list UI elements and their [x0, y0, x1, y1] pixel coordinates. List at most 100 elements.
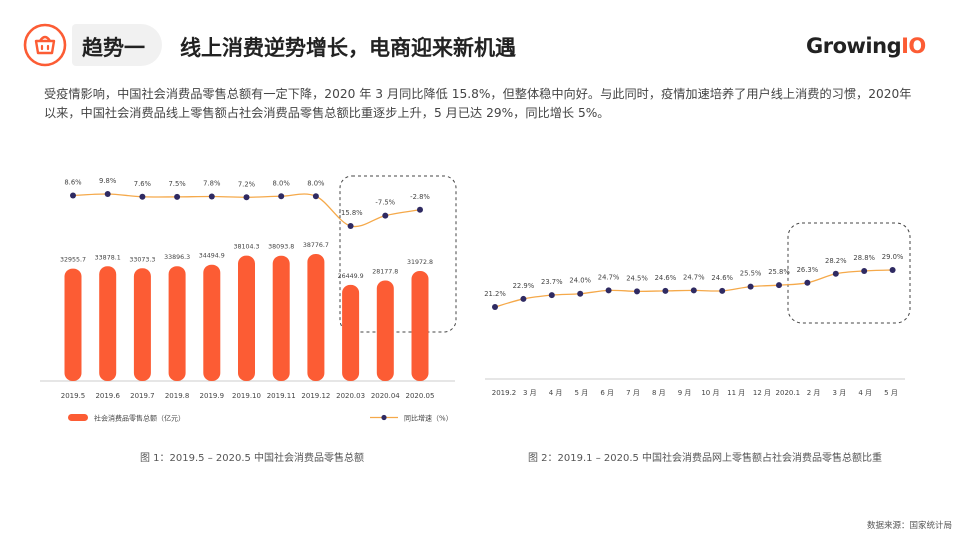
growth-label: 8.0% — [273, 179, 291, 187]
x-tick-label: 5 月 — [884, 389, 898, 397]
share-point — [605, 287, 612, 294]
shopping-basket-icon — [22, 22, 68, 68]
growth-point-2020.03 — [347, 223, 354, 229]
bar-2020.04 — [376, 280, 394, 381]
bar-2019.5 — [64, 268, 82, 381]
x-tick-label: 2019.10 — [232, 392, 261, 400]
share-label: 24.6% — [655, 274, 677, 282]
legend-bar-label: 社会消费品零售总额（亿元） — [94, 414, 185, 423]
bar-2019.7 — [133, 268, 151, 381]
logo-accent-text: IO — [901, 34, 926, 58]
x-tick-label: 2019.6 — [95, 392, 120, 400]
share-point — [634, 288, 640, 295]
share-label: 22.9% — [513, 282, 535, 290]
growth-point-2019.8 — [174, 193, 181, 200]
x-tick-label: 3 月 — [523, 389, 537, 397]
logo-text: Growing — [806, 34, 902, 58]
share-point — [548, 292, 555, 299]
x-tick-label: 2019.12 — [301, 392, 330, 400]
share-label: 28.8% — [853, 254, 875, 262]
growth-label: 7.5% — [168, 180, 186, 188]
chart1-caption: 图 1：2019.5 – 2020.5 中国社会消费品零售总额 — [140, 453, 365, 464]
growth-label: 7.8% — [203, 180, 221, 188]
share-label: 24.5% — [626, 274, 648, 282]
share-point — [662, 287, 669, 294]
growth-label: 7.6% — [134, 180, 152, 188]
x-tick-label: 6 月 — [600, 389, 614, 397]
share-label: 23.7% — [541, 278, 563, 286]
share-point — [690, 287, 697, 294]
share-point — [577, 290, 584, 297]
share-point — [861, 267, 868, 274]
chart1-highlight-box — [339, 175, 457, 333]
growth-point-2019.10 — [243, 194, 250, 201]
bar-value-label: 32955.7 — [60, 257, 86, 264]
x-tick-label: 12 月 — [753, 389, 771, 397]
share-label: 29.0% — [882, 253, 904, 261]
legend-line-marker — [381, 414, 387, 421]
x-tick-label: 8 月 — [652, 389, 666, 397]
share-label: 26.3% — [797, 266, 819, 274]
x-tick-label: 4 月 — [549, 389, 563, 397]
bar-value-label: 38093.8 — [268, 244, 294, 251]
growth-label: 7.2% — [238, 180, 256, 188]
growth-point-2019.11 — [278, 193, 285, 200]
growth-label: 8.0% — [307, 179, 325, 187]
bar-2019.10 — [238, 255, 255, 381]
bar-2019.8 — [168, 266, 186, 381]
bar-value-label: 26449.9 — [338, 273, 364, 280]
bar-2019.6 — [99, 266, 117, 381]
bar-value-label: 28177.8 — [372, 269, 398, 276]
intro-paragraph: 受疫情影响，中国社会消费品零售总额有一定下降，2020 年 3 月同比降低 15… — [44, 87, 912, 120]
share-point — [747, 283, 754, 290]
bar-value-label: 33896.3 — [164, 254, 190, 261]
growth-label: -2.8% — [410, 193, 430, 201]
bar-2020.05 — [411, 271, 429, 381]
growth-label: -7.5% — [375, 199, 395, 207]
share-point — [719, 287, 726, 294]
bar-value-label: 34494.9 — [199, 253, 225, 260]
x-tick-label: 5 月 — [575, 389, 589, 397]
header-kicker-pill — [72, 24, 162, 66]
x-tick-label: 3 月 — [833, 389, 847, 397]
bar-2019.9 — [203, 264, 221, 381]
share-label: 28.2% — [825, 257, 847, 265]
share-point — [889, 267, 896, 273]
x-tick-label: 2019.2 — [492, 389, 517, 397]
x-tick-label: 2020.04 — [371, 392, 400, 400]
data-source: 数据来源：国家统计局 — [866, 521, 952, 531]
bar-value-label: 33878.1 — [95, 254, 121, 261]
share-label: 21.2% — [484, 290, 506, 298]
x-tick-label: 2019.5 — [61, 392, 86, 400]
share-label: 24.6% — [711, 274, 733, 282]
x-tick-label: 2019.8 — [165, 392, 190, 400]
x-tick-label: 2020.05 — [406, 392, 435, 400]
share-point — [776, 282, 782, 289]
growth-label: -15.8% — [339, 209, 364, 217]
growth-point-2019.9 — [208, 193, 215, 200]
x-tick-label: 2020.1 — [776, 389, 801, 397]
x-tick-label: 2020.03 — [336, 392, 365, 400]
share-label: 24.7% — [683, 273, 705, 281]
growth-point-2019.6 — [104, 191, 111, 197]
share-label: 25.5% — [740, 270, 762, 278]
growth-point-2020.04 — [382, 212, 389, 219]
chart2-highlight-box — [787, 222, 911, 324]
x-tick-label: 2 月 — [807, 389, 821, 397]
bar-value-label: 38776.7 — [303, 242, 329, 249]
share-point — [492, 304, 498, 310]
growth-point-2019.12 — [312, 193, 319, 200]
x-tick-label: 4 月 — [858, 389, 872, 397]
share-point — [832, 270, 839, 277]
legend-line-label: 同比增速（%） — [404, 414, 453, 423]
share-label: 24.0% — [569, 277, 591, 285]
x-tick-label: 2019.7 — [130, 392, 155, 400]
bar-2019.12 — [307, 254, 325, 381]
growth-point-2019.7 — [139, 193, 146, 200]
x-tick-label: 7 月 — [626, 389, 640, 397]
bar-value-label: 33073.3 — [129, 256, 155, 263]
bar-value-label: 38104.3 — [233, 244, 259, 251]
header-kicker: 趋势一 — [82, 36, 145, 60]
share-label: 25.8% — [768, 268, 790, 276]
